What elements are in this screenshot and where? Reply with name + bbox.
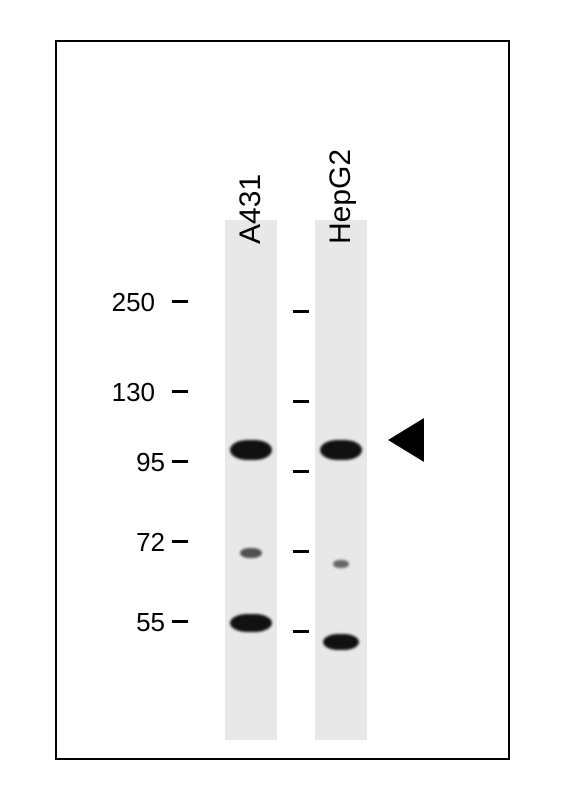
mw-label-55: 55 — [105, 607, 165, 638]
protein-band — [240, 548, 262, 558]
mw-label-130: 130 — [95, 377, 155, 408]
protein-band — [323, 634, 359, 650]
mw-tick — [172, 460, 188, 463]
lane-label-2: HepG2 — [324, 149, 358, 244]
blot-lane-2 — [315, 220, 367, 740]
mw-label-95: 95 — [105, 447, 165, 478]
mw-label-72: 72 — [105, 527, 165, 558]
blot-lane-1 — [225, 220, 277, 740]
protein-band — [230, 614, 272, 632]
mw-tick — [172, 300, 188, 303]
mw-tick — [172, 540, 188, 543]
mw-tick — [293, 310, 309, 313]
protein-band — [333, 560, 349, 568]
protein-band — [320, 440, 362, 460]
mw-tick — [172, 620, 188, 623]
target-band-arrow — [388, 418, 424, 462]
mw-tick — [293, 630, 309, 633]
mw-tick — [293, 400, 309, 403]
mw-tick — [293, 470, 309, 473]
mw-label-250: 250 — [95, 287, 155, 318]
protein-band — [230, 440, 272, 460]
mw-tick — [172, 390, 188, 393]
lane-label-1: A431 — [234, 174, 268, 244]
mw-tick — [293, 550, 309, 553]
